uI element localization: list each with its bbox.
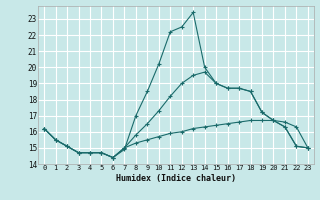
X-axis label: Humidex (Indice chaleur): Humidex (Indice chaleur) [116, 174, 236, 183]
